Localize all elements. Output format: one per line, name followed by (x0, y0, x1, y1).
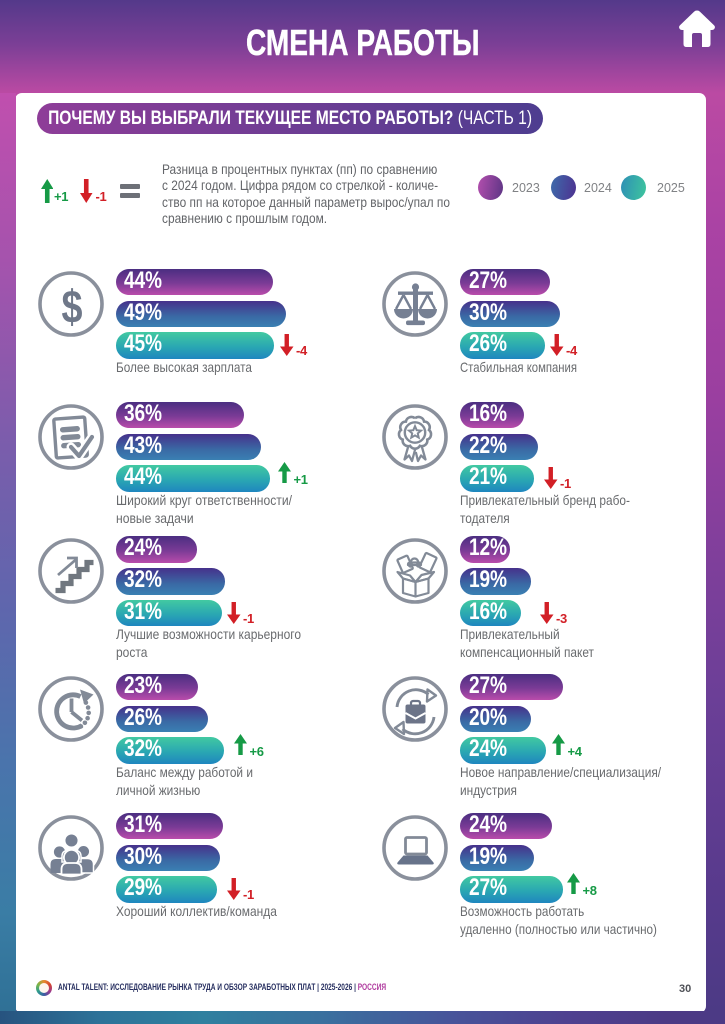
svg-text:$: $ (61, 280, 82, 331)
